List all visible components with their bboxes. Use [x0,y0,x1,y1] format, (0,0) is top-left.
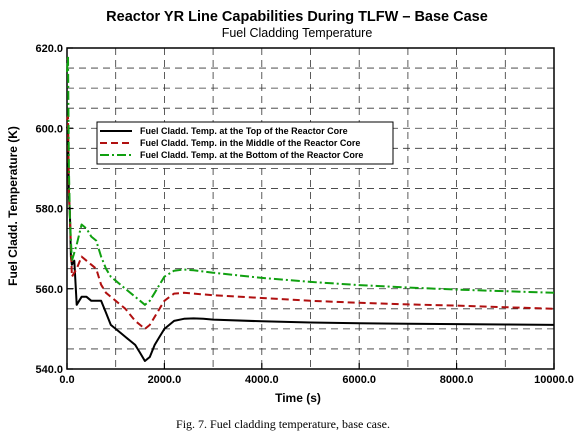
x-tick-label: 10000.0 [534,374,574,386]
series-lines [66,55,555,362]
x-tick-label: 4000.0 [245,374,279,386]
series-line-middle [66,115,555,330]
legend: Fuel Cladd. Temp. at the Top of the Reac… [96,121,394,165]
legend-label-top: Fuel Cladd. Temp. at the Top of the Reac… [140,126,348,136]
legend-box [96,121,394,165]
x-axis-label: Time (s) [275,391,321,405]
x-tick-label: 8000.0 [440,374,474,386]
series-line-bottom [66,55,555,306]
y-axis-label: Fuel Cladd. Temperature (K) [6,126,20,286]
x-ticks: 0.0 2000.0 4000.0 6000.0 8000.0 10000.0 [59,363,574,386]
legend-label-middle: Fuel Cladd. Temp. in the Middle of the R… [140,138,360,148]
chart-subtitle: Fuel Cladding Temperature [222,26,373,40]
legend-label-bottom: Fuel Cladd. Temp. at the Bottom of the R… [140,150,363,160]
x-tick-label: 0.0 [59,374,74,386]
chart-title: Reactor YR Line Capabilities During TLFW… [106,9,488,25]
y-tick-label: 620.0 [35,43,63,55]
y-ticks: 540.0 560.0 580.0 600.0 620.0 [35,43,73,376]
y-tick-label: 600.0 [35,123,63,135]
x-tick-label: 2000.0 [148,374,182,386]
x-tick-label: 6000.0 [342,374,376,386]
y-tick-label: 580.0 [35,204,63,216]
series-line-top [66,123,555,362]
grid-lines [67,48,554,369]
y-tick-label: 540.0 [35,364,63,376]
y-tick-label: 560.0 [35,284,63,296]
figure-caption: Fig. 7. Fuel cladding temperature, base … [176,417,390,431]
